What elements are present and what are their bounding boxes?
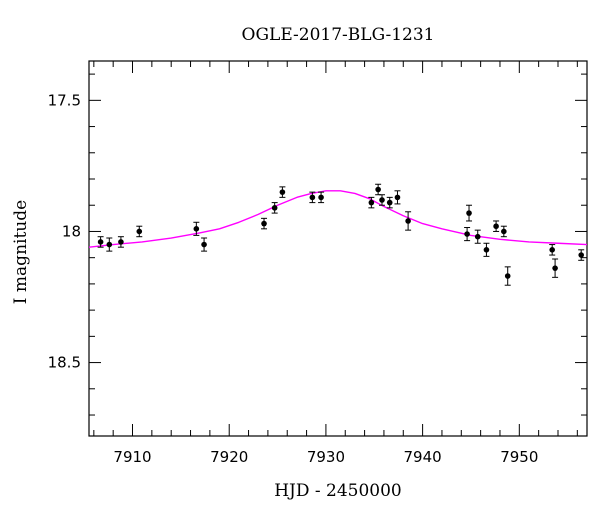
data-point xyxy=(549,244,556,256)
plot-border xyxy=(88,60,588,437)
data-point xyxy=(261,217,268,230)
y-axis-ticks: 17.5 18 18.5 xyxy=(48,73,587,416)
data-marker xyxy=(318,194,324,201)
data-marker xyxy=(493,223,499,230)
data-marker xyxy=(549,247,555,253)
x-tick-label: 7920 xyxy=(210,448,248,466)
data-marker xyxy=(309,194,316,201)
chart-title: OGLE-2017-BLG-1231 xyxy=(242,25,435,45)
data-marker xyxy=(501,228,507,235)
data-marker xyxy=(261,220,267,227)
data-marker xyxy=(466,210,472,216)
plot-frame xyxy=(88,60,588,437)
x-axis-ticks: 7910 7920 7930 7940 7950 xyxy=(93,61,578,466)
data-point xyxy=(578,249,585,261)
data-marker xyxy=(97,239,104,245)
data-points-layer xyxy=(97,183,585,286)
x-tick-label: 7930 xyxy=(307,448,345,466)
data-point xyxy=(193,221,200,236)
data-point xyxy=(394,190,401,205)
data-point xyxy=(493,220,500,232)
data-point xyxy=(378,194,385,206)
data-point xyxy=(464,227,471,242)
data-marker xyxy=(136,228,143,235)
data-point xyxy=(386,196,393,209)
data-point xyxy=(97,236,104,248)
y-tick-label: 17.5 xyxy=(48,91,81,109)
data-marker xyxy=(405,218,411,224)
data-point xyxy=(106,237,113,252)
data-marker xyxy=(201,241,207,248)
data-marker xyxy=(474,233,481,240)
x-tick-label: 7950 xyxy=(500,448,538,466)
x-tick-label: 7910 xyxy=(113,448,151,466)
data-marker xyxy=(193,226,200,232)
data-point xyxy=(405,211,412,231)
x-axis-label: HJD - 2450000 xyxy=(274,481,402,501)
data-marker xyxy=(375,186,381,193)
data-point xyxy=(271,202,278,214)
data-point xyxy=(375,183,382,196)
data-point xyxy=(474,229,481,244)
data-point xyxy=(318,191,325,204)
data-point xyxy=(279,186,286,198)
data-marker xyxy=(483,247,490,253)
model-curve-layer xyxy=(88,190,588,248)
data-marker xyxy=(464,231,470,237)
data-point xyxy=(117,236,124,248)
data-marker xyxy=(504,273,511,279)
data-marker xyxy=(552,265,558,271)
data-marker xyxy=(379,197,385,203)
data-point xyxy=(201,237,208,252)
data-point xyxy=(309,191,316,204)
data-marker xyxy=(118,239,124,245)
data-marker xyxy=(394,194,401,201)
data-marker xyxy=(368,199,375,206)
data-point xyxy=(552,258,559,278)
data-point xyxy=(483,242,490,257)
data-point xyxy=(500,225,507,238)
data-point xyxy=(466,204,473,222)
x-tick-label: 7940 xyxy=(404,448,442,466)
data-marker xyxy=(279,189,286,195)
data-point xyxy=(136,225,143,238)
data-marker xyxy=(578,252,584,258)
data-point xyxy=(504,266,511,286)
model-fit-curve xyxy=(88,190,588,248)
data-marker xyxy=(386,199,393,206)
data-marker xyxy=(271,205,278,211)
y-tick-label: 18 xyxy=(62,222,81,240)
y-tick-label: 18.5 xyxy=(48,354,81,372)
y-axis-label: I magnitude xyxy=(11,200,31,304)
data-marker xyxy=(106,241,113,248)
data-point xyxy=(368,196,375,209)
